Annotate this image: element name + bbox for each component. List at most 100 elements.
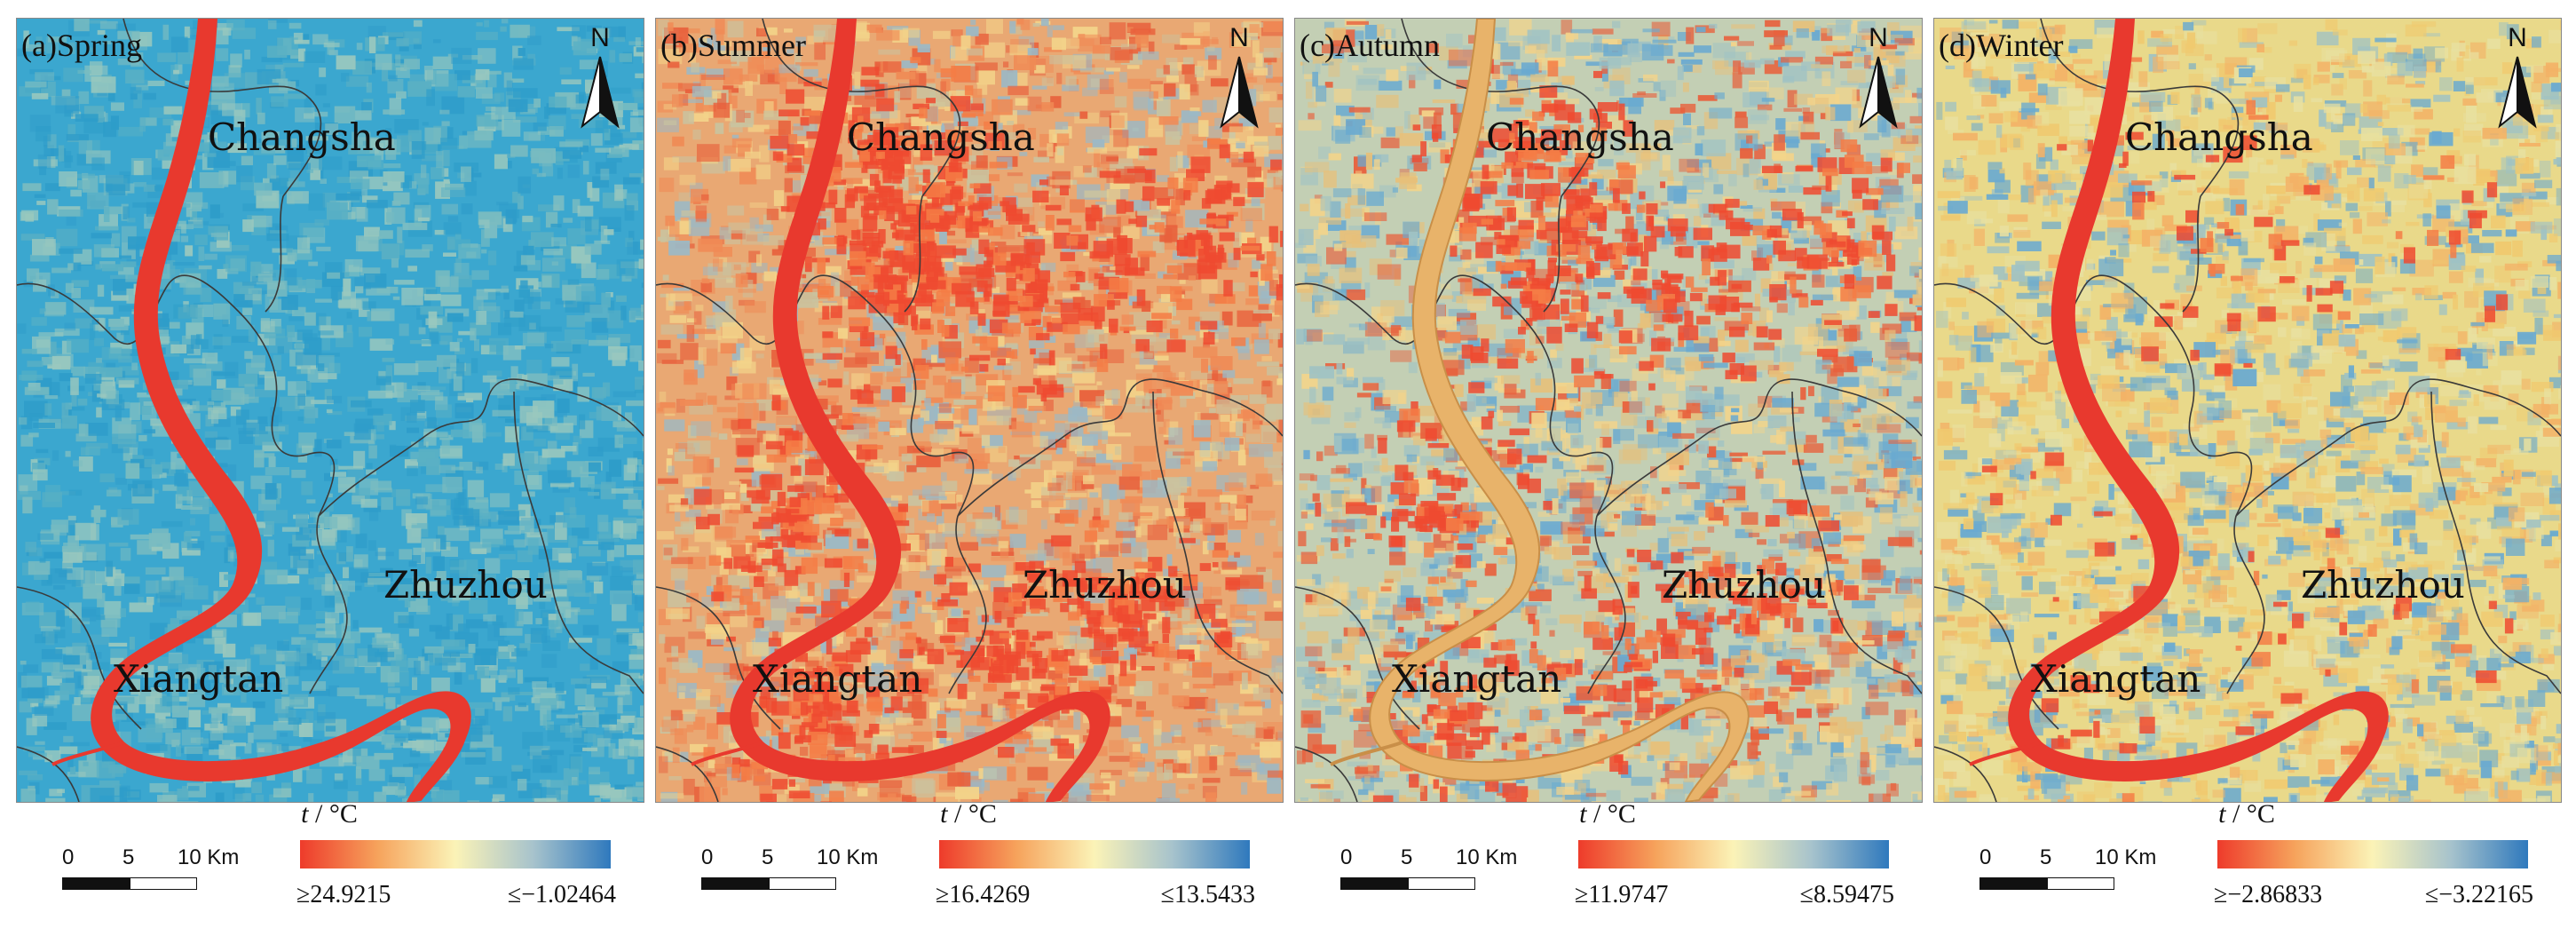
legend-title: t / °C bbox=[1933, 799, 2560, 829]
admin-boundary bbox=[318, 378, 644, 517]
panel-label: (a)Spring bbox=[21, 28, 142, 63]
scale-bar: 0 5 10 Km bbox=[1979, 845, 2175, 899]
admin-boundary bbox=[1543, 195, 1562, 313]
temperature-map bbox=[16, 18, 644, 803]
city-label-xiangtan: Xiangtan bbox=[2031, 657, 2201, 701]
admin-boundary bbox=[957, 378, 1283, 517]
city-label-zhuzhou: Zhuzhou bbox=[2301, 563, 2465, 607]
temperature-colorbar bbox=[1578, 840, 1889, 869]
admin-boundary bbox=[238, 311, 336, 517]
city-label-zhuzhou: Zhuzhou bbox=[383, 563, 548, 607]
admin-boundary bbox=[656, 586, 781, 730]
scale-label: 5 bbox=[2040, 845, 2052, 869]
scale-bar-segment-white bbox=[2047, 877, 2114, 890]
admin-boundary bbox=[2430, 391, 2561, 694]
city-label-xiangtan: Xiangtan bbox=[114, 657, 284, 701]
admin-boundary bbox=[1934, 586, 2059, 730]
scale-bar-segment-black bbox=[1340, 877, 1408, 890]
colorbar-min-label: ≥−2.86833 bbox=[2214, 881, 2323, 908]
colorbar-max-label: ≤8.59475 bbox=[1799, 881, 1894, 908]
temperature-map bbox=[655, 18, 1284, 803]
legend-title: t / °C bbox=[655, 799, 1282, 829]
legend-variable: t bbox=[1579, 799, 1587, 829]
scale-label: 10 Km bbox=[817, 845, 879, 869]
north-label: N bbox=[590, 23, 610, 52]
admin-boundary bbox=[2040, 19, 2240, 197]
xiang-river bbox=[91, 19, 471, 802]
north-arrow-icon: N bbox=[1852, 23, 1905, 133]
admin-boundary bbox=[265, 195, 284, 313]
panel-label: (d)Winter bbox=[1939, 28, 2064, 63]
xiang-river bbox=[730, 19, 1110, 802]
scale-label: 0 bbox=[62, 845, 75, 869]
raster-texture bbox=[17, 19, 644, 802]
city-label-changsha: Changsha bbox=[208, 115, 396, 159]
admin-boundary bbox=[2226, 515, 2265, 694]
legend-unit: / °C bbox=[1586, 799, 1636, 829]
scale-bar-segment-black bbox=[62, 877, 130, 890]
legend-unit: / °C bbox=[947, 799, 997, 829]
city-label-xiangtan: Xiangtan bbox=[753, 657, 923, 701]
admin-boundary bbox=[1295, 746, 1358, 802]
admin-boundary bbox=[1401, 19, 1600, 197]
panel-label: (b)Summer bbox=[660, 28, 806, 63]
north-arrow-icon: N bbox=[573, 23, 627, 133]
admin-boundary bbox=[904, 195, 923, 313]
legend-unit: / °C bbox=[2225, 799, 2275, 829]
admin-boundary bbox=[1295, 586, 1420, 730]
admin-boundary bbox=[1587, 515, 1626, 694]
scale-bar-segment-black bbox=[1979, 877, 2047, 890]
north-arrow-icon: N bbox=[2491, 23, 2544, 133]
scale-bar: 0 5 10 Km bbox=[62, 845, 257, 899]
admin-boundary bbox=[762, 19, 961, 197]
city-label-changsha: Changsha bbox=[2125, 115, 2313, 159]
scale-label: 10 Km bbox=[178, 845, 240, 869]
admin-boundary bbox=[2235, 378, 2561, 517]
north-label: N bbox=[1869, 23, 1888, 52]
scale-bar-segment-white bbox=[769, 877, 836, 890]
admin-boundary bbox=[948, 515, 987, 694]
scale-bar-segment-white bbox=[130, 877, 197, 890]
river-branch bbox=[691, 741, 763, 766]
colorbar-min-label: ≥24.9215 bbox=[296, 881, 391, 908]
temperature-colorbar bbox=[300, 840, 611, 869]
temperature-colorbar bbox=[939, 840, 1250, 869]
scale-label: 5 bbox=[1401, 845, 1413, 869]
scale-label: 0 bbox=[1979, 845, 1992, 869]
legend-title: t / °C bbox=[16, 799, 643, 829]
xiang-river bbox=[2008, 19, 2389, 802]
colorbar-min-label: ≥11.9747 bbox=[1575, 881, 1669, 908]
panel-label: (c)Autumn bbox=[1300, 28, 1440, 63]
scale-bar: 0 5 10 Km bbox=[1340, 845, 1536, 899]
north-arrow-icon: N bbox=[1213, 23, 1266, 133]
temperature-raster bbox=[17, 19, 644, 802]
scale-bar-segment-black bbox=[701, 877, 769, 890]
north-label: N bbox=[1229, 23, 1249, 52]
admin-boundary bbox=[1934, 746, 1997, 802]
city-label-changsha: Changsha bbox=[847, 115, 1035, 159]
admin-boundary bbox=[877, 311, 975, 517]
legend-variable: t bbox=[2218, 799, 2226, 829]
admin-boundary bbox=[122, 19, 322, 197]
admin-boundary bbox=[2182, 195, 2201, 313]
colorbar-max-label: ≤13.5433 bbox=[1160, 881, 1255, 908]
admin-boundary bbox=[1791, 391, 1922, 694]
colorbar-max-label: ≤−3.22165 bbox=[2424, 881, 2533, 908]
admin-boundary bbox=[656, 746, 719, 802]
raster-texture bbox=[1934, 19, 2561, 802]
legend-unit: / °C bbox=[308, 799, 358, 829]
city-label-zhuzhou: Zhuzhou bbox=[1662, 563, 1826, 607]
temperature-raster bbox=[1934, 19, 2561, 802]
scale-label: 5 bbox=[762, 845, 774, 869]
legend-title: t / °C bbox=[1294, 799, 1921, 829]
colorbar-min-label: ≥16.4269 bbox=[936, 881, 1031, 908]
temperature-map bbox=[1933, 18, 2562, 803]
scale-label: 0 bbox=[701, 845, 714, 869]
scale-label: 10 Km bbox=[1456, 845, 1518, 869]
temperature-raster bbox=[656, 19, 1283, 802]
city-label-zhuzhou: Zhuzhou bbox=[1023, 563, 1187, 607]
